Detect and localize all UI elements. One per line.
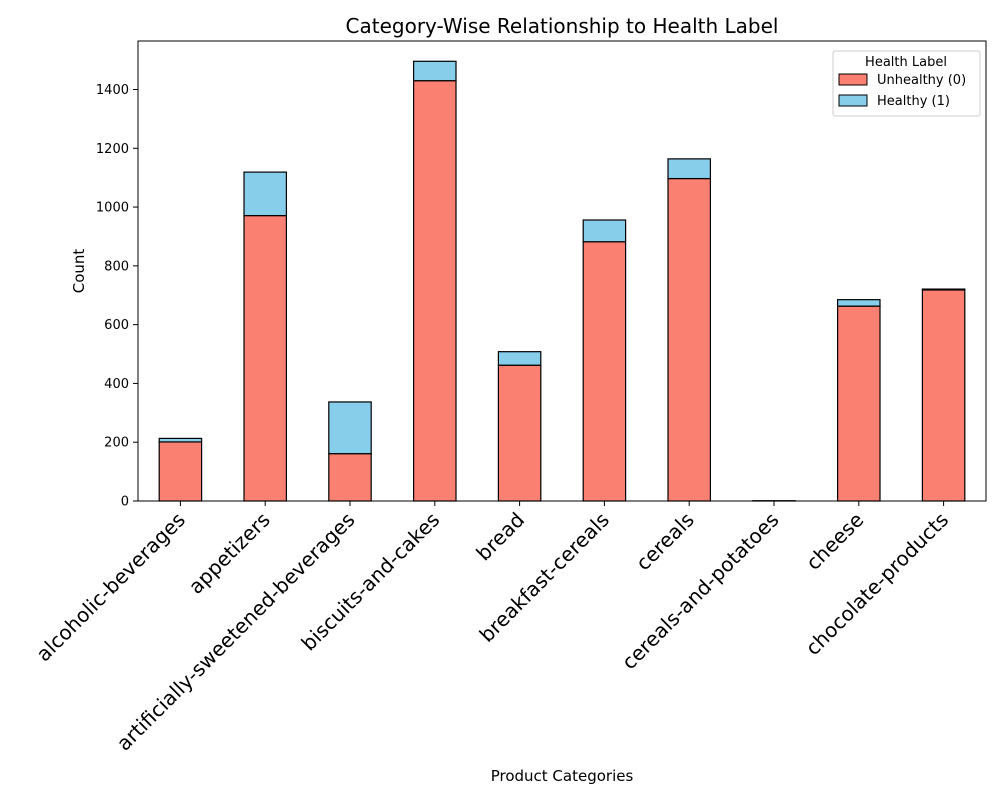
bar-segment-unhealthy-bread [497,364,542,502]
bar-segment-unhealthy-alcoholic-beverages [158,441,203,502]
bar-segment-healthy-breakfast-cereals [582,219,627,243]
bar-segment-unhealthy-biscuits-and-cakes [413,80,457,502]
bar-segment-healthy-artificially-sweetened-beverages [328,401,372,455]
legend: Health Label Unhealthy (0) Healthy (1) [832,50,981,117]
bar-segment-unhealthy-chocolate-products [921,289,966,502]
legend-title: Health Label [865,55,947,70]
legend-swatch-unhealthy [838,73,868,86]
x-tick-label-cereals: cereals [631,508,699,576]
y-tick-label: 800 [104,259,129,274]
legend-label-healthy: Healthy (1) [877,94,950,109]
legend-frame [832,50,981,117]
y-tick-label: 1200 [96,142,129,157]
y-tick-label: 600 [104,318,129,333]
legend-label-unhealthy: Unhealthy (0) [877,73,966,88]
y-tick-label: 0 [121,495,129,510]
bar-segment-healthy-cheese [836,299,881,307]
bar-segment-unhealthy-breakfast-cereals [582,241,627,502]
axes-frame [137,40,987,502]
chart-title: Category-Wise Relationship to Health Lab… [346,14,779,38]
y-axis-label: Count [70,249,88,294]
bar-segment-healthy-biscuits-and-cakes [413,60,457,82]
x-axis-label: Product Categories [491,767,634,785]
legend-items: Unhealthy (0) Healthy (1) [838,73,966,109]
bar-segment-unhealthy-appetizers [243,214,288,502]
x-tick-label-cereals-and-potatoes: cereals-and-potatoes [617,508,784,675]
bar-segment-healthy-bread [497,351,542,366]
x-tick-label-bread: bread [471,508,529,566]
bar-segment-healthy-alcoholic-beverages [158,437,203,443]
x-tick-label-alcoholic-beverages: alcoholic-beverages [31,508,190,667]
bar-segment-healthy-cereals [667,158,712,180]
y-tick-label: 1400 [96,83,129,98]
legend-swatch-healthy [838,94,868,107]
x-tick-label-cheese: cheese [801,508,868,575]
plot-area [158,60,966,502]
x-tick-label-chocolate-products: chocolate-products [801,508,954,661]
y-tick-label: 1000 [96,201,129,216]
y-tick-label: 200 [104,436,129,451]
bar-segment-unhealthy-cheese [836,305,881,502]
bar-segment-unhealthy-cereals [667,177,712,502]
y-tick-label: 400 [104,377,129,392]
bar-segment-unhealthy-artificially-sweetened-beverages [328,453,372,502]
x-tick-label-biscuits-and-cakes: biscuits-and-cakes [296,508,444,656]
x-tick-label-appetizers: appetizers [184,508,275,599]
bar-segment-healthy-appetizers [243,171,288,217]
bar-segment-healthy-chocolate-products [921,288,966,291]
